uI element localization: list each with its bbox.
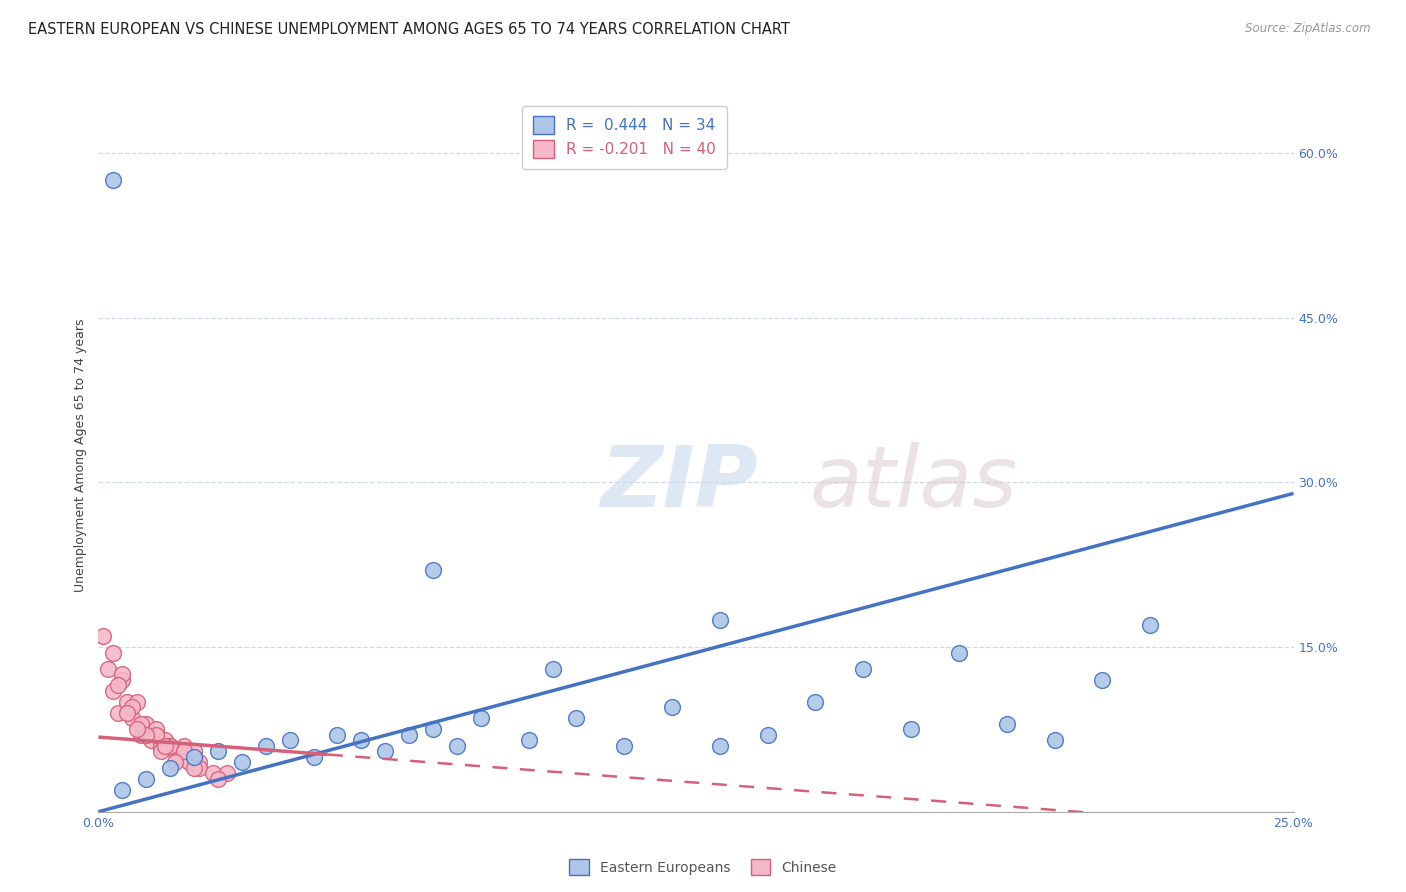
- Point: [207, 772, 229, 786]
- Point: [183, 761, 205, 775]
- Point: [350, 733, 373, 747]
- Point: [163, 756, 186, 770]
- Point: [187, 756, 209, 770]
- Point: [131, 728, 153, 742]
- Point: [446, 739, 468, 753]
- Point: [131, 717, 153, 731]
- Text: ZIP: ZIP: [600, 442, 758, 525]
- Point: [709, 739, 731, 753]
- Point: [709, 613, 731, 627]
- Point: [302, 749, 325, 764]
- Point: [852, 662, 875, 676]
- Point: [111, 667, 134, 681]
- Text: Source: ZipAtlas.com: Source: ZipAtlas.com: [1246, 22, 1371, 36]
- Point: [101, 173, 124, 187]
- Point: [101, 646, 124, 660]
- Point: [97, 662, 120, 676]
- Point: [422, 723, 444, 737]
- Point: [173, 744, 195, 758]
- Point: [254, 739, 277, 753]
- Point: [159, 739, 181, 753]
- Text: atlas: atlas: [810, 442, 1018, 525]
- Point: [111, 673, 134, 687]
- Point: [995, 717, 1018, 731]
- Point: [541, 662, 564, 676]
- Point: [217, 766, 239, 780]
- Point: [326, 728, 349, 742]
- Point: [145, 728, 167, 742]
- Point: [1043, 733, 1066, 747]
- Point: [202, 766, 225, 780]
- Point: [135, 728, 157, 742]
- Point: [91, 629, 114, 643]
- Point: [183, 744, 205, 758]
- Point: [398, 728, 420, 742]
- Text: EASTERN EUROPEAN VS CHINESE UNEMPLOYMENT AMONG AGES 65 TO 74 YEARS CORRELATION C: EASTERN EUROPEAN VS CHINESE UNEMPLOYMENT…: [28, 22, 790, 37]
- Point: [111, 782, 134, 797]
- Point: [517, 733, 540, 747]
- Point: [101, 684, 124, 698]
- Point: [756, 728, 779, 742]
- Point: [278, 733, 301, 747]
- Point: [374, 744, 396, 758]
- Point: [121, 700, 143, 714]
- Point: [1139, 618, 1161, 632]
- Point: [135, 717, 157, 731]
- Point: [948, 646, 970, 660]
- Point: [155, 733, 177, 747]
- Point: [173, 739, 195, 753]
- Point: [145, 723, 167, 737]
- Point: [613, 739, 636, 753]
- Point: [183, 749, 205, 764]
- Point: [900, 723, 922, 737]
- Point: [121, 711, 143, 725]
- Point: [107, 706, 129, 720]
- Point: [135, 772, 157, 786]
- Point: [159, 739, 181, 753]
- Point: [139, 733, 162, 747]
- Point: [125, 695, 148, 709]
- Point: [149, 744, 172, 758]
- Point: [163, 744, 186, 758]
- Point: [125, 723, 148, 737]
- Point: [422, 563, 444, 577]
- Point: [155, 739, 177, 753]
- Point: [159, 761, 181, 775]
- Point: [1091, 673, 1114, 687]
- Point: [169, 749, 191, 764]
- Point: [207, 744, 229, 758]
- Legend: Eastern Europeans, Chinese: Eastern Europeans, Chinese: [564, 854, 842, 880]
- Point: [115, 695, 138, 709]
- Legend: R =  0.444   N = 34, R = -0.201   N = 40: R = 0.444 N = 34, R = -0.201 N = 40: [522, 106, 727, 169]
- Point: [115, 706, 138, 720]
- Point: [231, 756, 253, 770]
- Point: [661, 700, 683, 714]
- Point: [565, 711, 588, 725]
- Point: [804, 695, 827, 709]
- Point: [187, 761, 209, 775]
- Point: [179, 756, 201, 770]
- Point: [149, 739, 172, 753]
- Point: [107, 678, 129, 692]
- Point: [470, 711, 492, 725]
- Y-axis label: Unemployment Among Ages 65 to 74 years: Unemployment Among Ages 65 to 74 years: [75, 318, 87, 591]
